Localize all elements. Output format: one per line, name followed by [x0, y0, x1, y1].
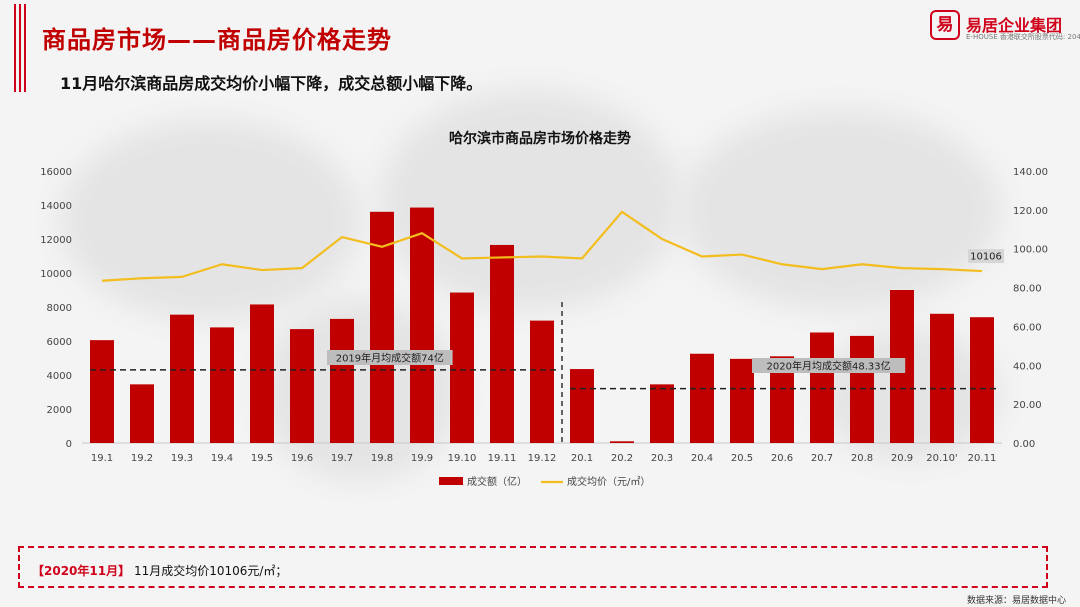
- x-tick-label: 20.11: [968, 453, 997, 464]
- bar-20.10': [930, 313, 954, 443]
- bar-20.8: [850, 335, 874, 443]
- bar-19.7: [330, 318, 354, 443]
- bar-19.11: [490, 244, 514, 443]
- y-right-tick-label: 140.00: [1013, 167, 1048, 178]
- bar-19.3: [170, 314, 194, 443]
- data-source: 数据来源：易居数据中心: [966, 596, 1066, 606]
- y-left-tick-label: 14000: [40, 201, 72, 212]
- x-tick-label: 19.2: [131, 453, 153, 464]
- y-right-tick-label: 100.00: [1013, 245, 1048, 256]
- x-tick-label: 19.11: [488, 453, 517, 464]
- x-tick-label: 19.8: [371, 453, 393, 464]
- y-right-tick-label: 40.00: [1013, 361, 1042, 372]
- y-right-tick-label: 60.00: [1013, 322, 1042, 333]
- company-logo: 易 易居企业集团 E-HOUSE 香港联交所股票代码: 2048.HK: [930, 10, 1080, 44]
- x-tick-label: 20.4: [691, 453, 713, 464]
- legend-swatch-bar: [439, 477, 463, 485]
- legend-label-bar: 成交额（亿）: [467, 475, 527, 488]
- y-left-tick-label: 6000: [47, 337, 72, 348]
- y-left-tick-label: 12000: [40, 235, 72, 246]
- x-tick-label: 20.2: [611, 453, 633, 464]
- page-subtitle: 11月哈尔滨商品房成交均价小幅下降，成交总额小幅下降。: [60, 74, 483, 93]
- average-label: 2020年月均成交额48.33亿: [767, 360, 891, 373]
- x-tick-label: 20.1: [571, 453, 593, 464]
- bar-19.4: [210, 327, 234, 443]
- x-tick-label: 19.4: [211, 453, 233, 464]
- bar-19.1: [90, 340, 114, 443]
- note-text: 11月成交均价10106元/㎡；: [133, 564, 288, 578]
- page-title: 商品房市场——商品房价格走势: [42, 26, 392, 54]
- bar-19.2: [130, 384, 154, 443]
- y-right-tick-label: 120.00: [1013, 206, 1048, 217]
- bar-20.5: [730, 358, 754, 443]
- price-trend-chart: 0 2000 4000 6000 8000 10000 12000 14000 16000 0.0…: [40, 167, 1048, 488]
- bar-20.1: [570, 369, 594, 443]
- x-tick-label: 19.12: [528, 453, 557, 464]
- x-tick-label: 19.1: [91, 453, 113, 464]
- bar-19.5: [250, 304, 274, 443]
- note-tag: 【2020年11月】: [32, 564, 131, 578]
- y-left-tick-label: 10000: [40, 269, 72, 280]
- x-tick-label: 19.5: [251, 453, 273, 464]
- last-value-label: 10106: [970, 252, 1002, 263]
- price-series-line: [101, 210, 983, 282]
- x-tick-label: 19.10: [448, 453, 477, 464]
- x-tick-label: 20.3: [651, 453, 673, 464]
- x-tick-label: 19.7: [331, 453, 353, 464]
- average-label: 2019年月均成交额74亿: [336, 352, 444, 365]
- decorative-stripes: [14, 4, 26, 92]
- last-value-label-box: [968, 249, 1004, 264]
- x-tick-label: 20.9: [891, 453, 913, 464]
- logo-name: 易居企业集团: [966, 16, 1063, 35]
- bar-19.8: [370, 211, 394, 443]
- x-tick-label: 20.8: [851, 453, 873, 464]
- average-label-box: [752, 358, 906, 373]
- bar-20.7: [810, 332, 834, 443]
- note-box: 【2020年11月】 11月成交均价10106元/㎡；: [18, 546, 1048, 588]
- logo-tagline: E-HOUSE 香港联交所股票代码: 2048.HK: [966, 33, 1080, 41]
- bar-19.10: [450, 292, 474, 443]
- x-tick-label: 20.10': [926, 453, 957, 464]
- note-line: 【2020年11月】 11月成交均价10106元/㎡；: [32, 562, 287, 579]
- legend-label-line: 成交均价（元/㎡）: [567, 475, 650, 488]
- map-background-shape: [680, 110, 1000, 310]
- bar-20.3: [650, 384, 674, 443]
- chart-title: 哈尔滨市商品房市场价格走势: [449, 131, 631, 147]
- map-background-shape: [60, 120, 360, 320]
- x-tick-label: 20.7: [811, 453, 833, 464]
- average-label-box: [327, 350, 453, 365]
- x-tick-label: 20.6: [771, 453, 793, 464]
- x-tick-label: 19.6: [291, 453, 313, 464]
- bar-20.2: [610, 441, 634, 443]
- y-right-tick-label: 0.00: [1013, 439, 1035, 450]
- y-left-tick-label: 2000: [47, 405, 72, 416]
- y-left-tick-label: 0: [66, 439, 72, 450]
- bar-20.4: [690, 353, 714, 443]
- bar-19.12: [530, 320, 554, 443]
- bar-19.9: [410, 207, 434, 443]
- x-tick-label: 20.5: [731, 453, 753, 464]
- logo-mark-icon: 易: [930, 10, 960, 40]
- y-left-tick-label: 8000: [47, 303, 72, 314]
- y-right-tick-label: 20.00: [1013, 400, 1042, 411]
- y-left-tick-label: 16000: [40, 167, 72, 178]
- y-right-tick-label: 80.00: [1013, 284, 1042, 295]
- x-tick-label: 19.3: [171, 453, 193, 464]
- x-tick-label: 19.9: [411, 453, 433, 464]
- y-left-tick-label: 4000: [47, 371, 72, 382]
- bar-20.11: [970, 317, 994, 443]
- bar-19.6: [290, 329, 314, 443]
